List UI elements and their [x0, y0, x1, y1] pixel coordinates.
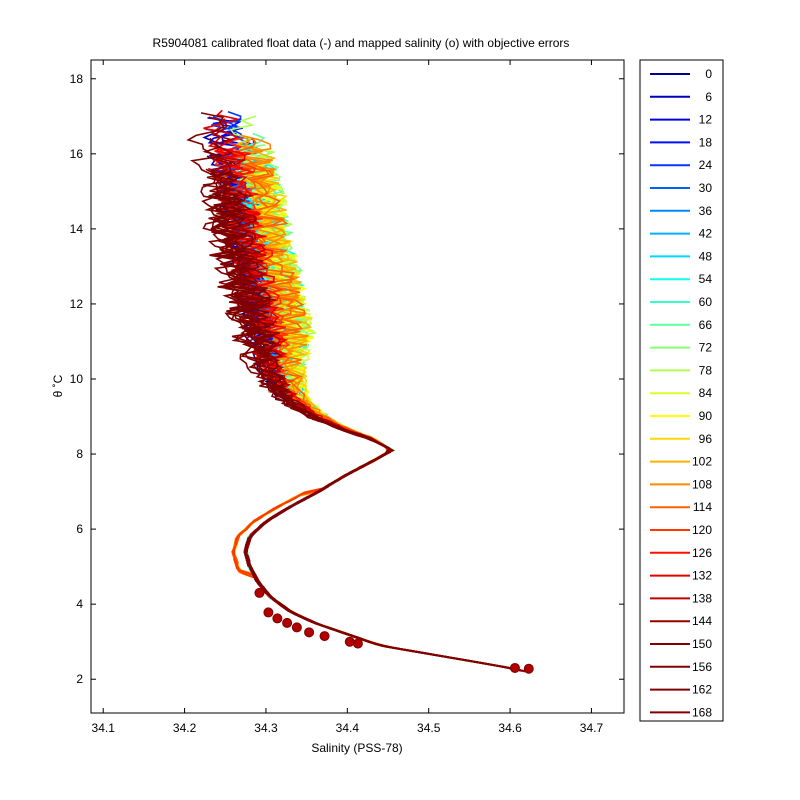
x-tick-label: 34.2 [173, 721, 197, 735]
legend-label: 126 [692, 546, 712, 560]
legend-label: 78 [699, 363, 713, 377]
x-axis-ticks: 34.1 34.2 34.3 34.4 34.5 34.6 34.7 [92, 60, 604, 735]
legend-label: 0 [705, 67, 712, 81]
y-tick-label: 2 [76, 672, 83, 686]
mapped-salinity-point [352, 638, 363, 649]
x-tick-label: 34.3 [254, 721, 278, 735]
legend: 0 6 12 18 24 30 36 42 48 54 60 66 72 78 84 90 96 102 108 11… [639, 59, 724, 722]
mapped-salinity-point [509, 662, 520, 673]
x-tick-label: 34.7 [580, 721, 604, 735]
legend-label: 6 [705, 90, 712, 104]
y-tick-label: 8 [76, 447, 83, 461]
legend-label: 138 [692, 591, 712, 605]
mapped-salinity-point [319, 631, 330, 642]
legend-label: 102 [692, 455, 712, 469]
legend-label: 144 [692, 614, 712, 628]
profile-line-168 [190, 137, 517, 671]
legend-label: 30 [699, 181, 713, 195]
y-tick-label: 16 [70, 147, 84, 161]
x-tick-label: 34.6 [498, 721, 522, 735]
legend-label: 90 [699, 409, 713, 423]
mapped-salinity-point [272, 613, 283, 624]
legend-label: 114 [693, 500, 712, 514]
legend-label: 12 [699, 113, 713, 127]
legend-label: 96 [699, 432, 713, 446]
mapped-salinity-point [304, 627, 315, 638]
legend-label: 72 [699, 341, 713, 355]
mapped-salinity-point [523, 663, 534, 674]
legend-label: 84 [699, 386, 713, 400]
y-tick-label: 12 [70, 297, 84, 311]
y-tick-label: 4 [76, 597, 83, 611]
legend-label: 60 [699, 295, 713, 309]
mapped-salinity-point [344, 636, 355, 647]
legend-label: 150 [692, 637, 712, 651]
axes-box [90, 59, 625, 714]
legend-label: 156 [692, 660, 712, 674]
y-axis-label: θ ˚C [51, 374, 65, 397]
legend-box [639, 59, 724, 722]
x-tick-label: 34.4 [336, 721, 360, 735]
mapped-salinity-markers [254, 587, 534, 674]
y-axis-ticks: 2 4 6 8 10 12 14 16 18 [70, 72, 624, 686]
plot-area: 34.1 34.2 34.3 34.4 34.5 34.6 34.7 2 4 6 8 10 12 14 1… [70, 59, 625, 735]
mapped-salinity-point [254, 587, 265, 598]
mapped-salinity-point [263, 607, 274, 618]
profile-lines [186, 109, 527, 673]
legend-label: 66 [699, 318, 713, 332]
y-tick-label: 18 [70, 72, 84, 86]
legend-label: 54 [699, 272, 713, 286]
legend-label: 36 [699, 204, 713, 218]
y-tick-label: 14 [70, 222, 84, 236]
profile-line-168 [202, 196, 518, 671]
y-tick-label: 10 [70, 372, 84, 386]
legend-label: 18 [699, 135, 713, 149]
legend-label: 48 [699, 249, 713, 263]
y-tick-label: 6 [76, 522, 83, 536]
legend-label: 168 [692, 705, 712, 719]
legend-label: 132 [692, 569, 712, 583]
x-tick-label: 34.5 [417, 721, 441, 735]
x-tick-label: 34.1 [92, 721, 116, 735]
legend-label: 120 [692, 523, 712, 537]
legend-label: 108 [692, 477, 712, 491]
legend-label: 162 [692, 683, 712, 697]
legend-label: 42 [699, 227, 713, 241]
chart-title: R5904081 calibrated float data (-) and m… [153, 36, 570, 50]
mapped-salinity-point [291, 622, 302, 633]
x-axis-label: Salinity (PSS-78) [311, 741, 402, 755]
mapped-salinity-point [282, 617, 293, 628]
legend-label: 24 [699, 158, 713, 172]
